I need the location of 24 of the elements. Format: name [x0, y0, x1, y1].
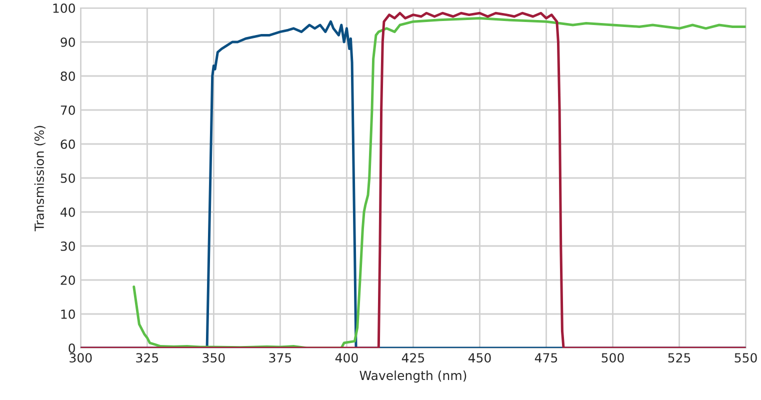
x-tick-label: 425 [402, 353, 424, 363]
y-tick-label: 20 [60, 275, 75, 285]
x-tick-label: 475 [534, 353, 558, 363]
y-axis-title: Transmission (%) [34, 126, 46, 232]
y-tick-label: 60 [60, 139, 75, 149]
y-tick-label: 100 [53, 3, 75, 13]
x-axis-title: Wavelength (nm) [360, 370, 466, 383]
y-tick-label: 40 [60, 207, 75, 217]
y-tick-label: 0 [68, 343, 75, 353]
x-tick-label: 375 [269, 353, 292, 363]
x-tick-label: 350 [202, 353, 225, 363]
y-tick-label: 70 [60, 105, 75, 115]
x-tick-label: 450 [468, 353, 491, 363]
x-tick-label: 500 [602, 353, 624, 363]
x-tick-label: 550 [734, 353, 757, 363]
y-tick-label: 90 [60, 37, 75, 47]
y-tick-label: 50 [60, 173, 75, 183]
x-tick-label: 325 [136, 353, 158, 363]
y-tick-label: 30 [60, 241, 75, 251]
y-tick-label: 80 [60, 71, 75, 81]
x-tick-label: 525 [668, 353, 690, 363]
x-tick-label: 400 [335, 353, 358, 363]
x-tick-label: 300 [70, 353, 92, 363]
y-tick-label: 10 [61, 309, 75, 319]
